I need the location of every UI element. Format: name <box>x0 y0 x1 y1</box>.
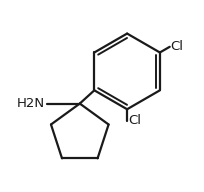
Text: Cl: Cl <box>170 40 183 53</box>
Text: H2N: H2N <box>17 97 45 110</box>
Text: Cl: Cl <box>128 114 140 127</box>
